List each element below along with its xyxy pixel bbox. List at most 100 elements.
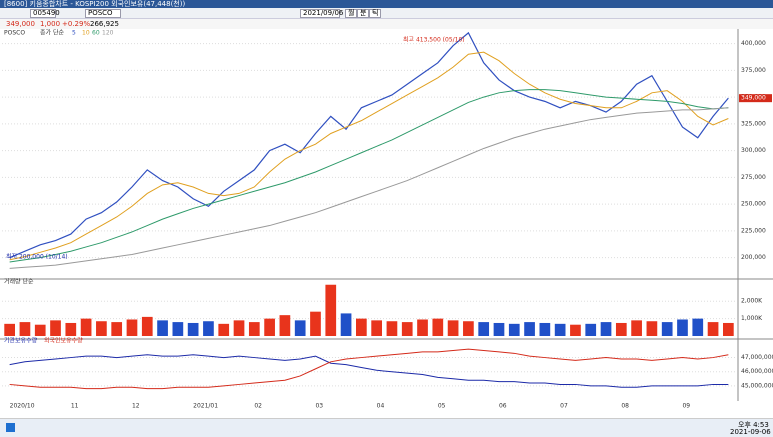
bar — [386, 321, 398, 336]
y-tick-label: 2,000K — [741, 298, 763, 305]
x-tick-label: 04 — [377, 403, 385, 410]
y-tick-label: 300,000 — [741, 147, 766, 154]
bar — [554, 323, 566, 336]
bar — [692, 318, 704, 336]
legend-entry: 5 — [72, 30, 76, 37]
title-bar: [8600] 키움종합차트 - KOSPI200 외국인보유(47,448(천)… — [0, 0, 773, 8]
bar — [463, 321, 474, 336]
start-button[interactable] — [6, 423, 15, 432]
bar — [524, 322, 535, 336]
series-line — [9, 51, 729, 261]
bar — [264, 318, 275, 336]
annotation: 최저 200,000 (10/14) — [6, 253, 68, 261]
bar — [294, 320, 306, 336]
x-tick-label: 2021/01 — [193, 403, 218, 410]
date-input[interactable]: 2021/09/06 — [300, 9, 343, 18]
x-tick-label: 12 — [132, 403, 140, 410]
series-line — [9, 89, 729, 263]
annotation: 최고 413,500 (05/10) — [403, 36, 465, 44]
x-tick-label: 05 — [438, 403, 446, 410]
y-tick-label: 225,000 — [741, 227, 766, 234]
bar — [279, 315, 291, 336]
bar — [401, 322, 413, 336]
bar — [508, 323, 520, 336]
bar — [677, 319, 688, 336]
bar — [233, 320, 245, 336]
bar — [126, 319, 138, 336]
bar — [4, 323, 15, 336]
bar — [432, 318, 444, 336]
panel-title: 거래량 단순 — [4, 278, 34, 286]
y-tick-label: 275,000 — [741, 174, 766, 181]
bar — [50, 320, 61, 336]
x-tick-label: 2020/10 — [10, 403, 35, 410]
bar — [19, 322, 31, 336]
y-tick-label: 47,000,000 — [741, 354, 773, 361]
bar — [478, 322, 490, 336]
tab[interactable]: 틱 — [369, 9, 382, 18]
chart-bg — [0, 29, 773, 418]
bar — [631, 320, 642, 336]
tab[interactable]: 월 — [345, 9, 358, 18]
bar — [96, 321, 107, 336]
code-input[interactable]: 005490 — [30, 9, 60, 18]
bar — [187, 322, 199, 336]
toolbar: 005490 POSCO 2021/09/06 월 분 틱 — [0, 8, 773, 19]
bar — [585, 323, 597, 336]
bar — [310, 311, 321, 336]
legend-entry: 기관보유수량 — [4, 337, 38, 345]
change: 1,000 — [40, 20, 61, 28]
legend-entry: 10 — [82, 30, 90, 37]
tab[interactable]: 분 — [357, 9, 370, 18]
volume: 266,925 — [90, 20, 119, 28]
taskbar: 오후 4:53 2021-09-06 — [0, 418, 773, 437]
legend-entry: 120 — [102, 30, 114, 37]
clock-time: 오후 4:53 — [738, 421, 769, 429]
bar — [340, 313, 352, 336]
series-line — [9, 354, 729, 388]
legend-prefix: 종가 단순 — [40, 29, 64, 37]
bar — [356, 318, 367, 336]
bar — [570, 324, 581, 336]
name-input[interactable]: POSCO — [85, 9, 121, 18]
y-tick-label: 375,000 — [741, 67, 766, 74]
bar — [111, 322, 123, 336]
chart: POSCO 200,000 225,000 250,000 275,000 300,00… — [0, 29, 773, 418]
bar — [447, 320, 459, 336]
current-price: 349,000 — [741, 95, 766, 102]
y-tick-label: 250,000 — [741, 201, 766, 208]
bar — [203, 321, 214, 336]
bar — [661, 322, 673, 336]
bar — [34, 324, 46, 336]
y-tick-label: 325,000 — [741, 120, 766, 127]
y-tick-label: 46,000,000 — [741, 368, 773, 375]
bar — [325, 284, 337, 336]
x-tick-label: 09 — [682, 403, 690, 410]
x-tick-label: 07 — [560, 403, 568, 410]
bar — [141, 316, 153, 336]
x-tick-label: 02 — [254, 403, 262, 410]
y-tick-label: 45,000,000 — [741, 382, 773, 389]
x-tick-label: 06 — [499, 403, 507, 410]
clock-date: 2021-09-06 — [730, 428, 771, 436]
series-line — [9, 348, 729, 390]
x-tick-label: 11 — [71, 403, 79, 410]
x-tick-label: 03 — [315, 403, 323, 410]
bar — [539, 322, 551, 336]
panel-title: POSCO — [4, 30, 25, 37]
y-tick-label: 1,000K — [741, 315, 763, 322]
legend-entry: 60 — [92, 30, 100, 37]
bar — [707, 322, 719, 336]
series-line — [9, 107, 729, 269]
bar — [80, 318, 92, 336]
y-tick-label: 200,000 — [741, 254, 766, 261]
current-price-box — [739, 94, 772, 103]
legend-entry: 외국인보유수량 — [44, 338, 83, 345]
bar — [157, 320, 168, 336]
bar — [615, 322, 627, 336]
x-tick-label: 08 — [621, 403, 629, 410]
bar — [723, 322, 734, 336]
bar — [65, 322, 77, 336]
bar — [646, 321, 658, 336]
